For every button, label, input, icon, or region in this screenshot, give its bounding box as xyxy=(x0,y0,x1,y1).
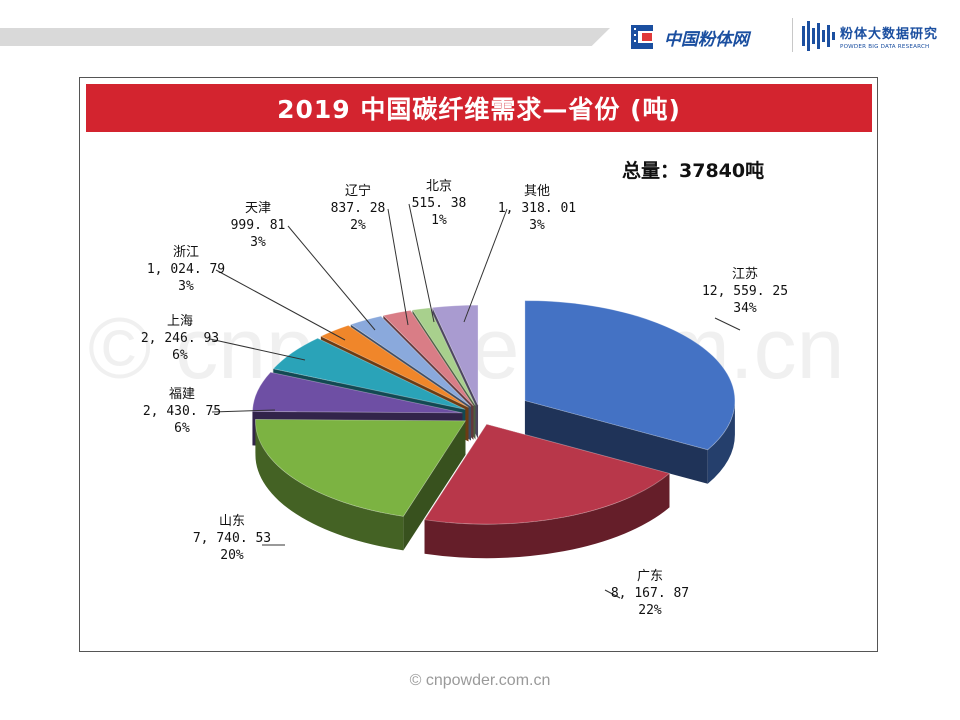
bigdata-logo: 粉体大数据研究 POWDER BIG DATA RESEARCH xyxy=(800,16,938,56)
total-label: 总量：37840吨 xyxy=(622,160,765,182)
slice-name-label: 江苏 xyxy=(732,266,758,282)
cnpowder-logo: 中国粉体网 xyxy=(630,20,749,54)
pie-slice-2 xyxy=(423,423,671,525)
leader-line xyxy=(408,203,435,323)
pie-slice-side xyxy=(424,473,670,559)
pie-slice-1 xyxy=(524,300,736,451)
slice-value-label: 12, 559. 25 xyxy=(702,284,788,299)
slice-name-label: 福建 xyxy=(169,387,195,402)
pie-labels: 江苏 12, 559. 25 34% 广东 8, 167. 87 22% 山东 7, 740.… xyxy=(141,179,788,618)
pie-slice-6 xyxy=(319,324,469,408)
slice-name-label: 北京 xyxy=(426,179,452,194)
slice-value-label: 7, 740. 53 xyxy=(193,531,271,546)
slice-percent-label: 2% xyxy=(350,218,366,233)
slice-value-label: 999. 81 xyxy=(231,218,286,233)
slice-percent-label: 3% xyxy=(178,279,194,294)
slice-percent-label: 1% xyxy=(431,213,447,228)
logo-divider xyxy=(792,18,793,52)
slice-percent-label: 6% xyxy=(172,348,188,363)
slice-name-label: 广东 xyxy=(637,569,663,584)
slice-value-label: 2, 430. 75 xyxy=(143,404,221,419)
slice-value-label: 1, 318. 01 xyxy=(498,201,576,216)
cnpowder-logo-text: 中国粉体网 xyxy=(664,29,749,50)
pie-slice-side xyxy=(255,420,404,551)
leader-line xyxy=(604,589,621,599)
pie-slice-side xyxy=(707,400,735,484)
slice-name-label: 天津 xyxy=(245,201,271,216)
pie-slice-4 xyxy=(252,371,463,414)
pie-tops xyxy=(252,300,736,525)
slice-name-label: 浙江 xyxy=(173,245,199,260)
bar-chart-logo-icon xyxy=(802,21,835,51)
pie-slice-3 xyxy=(255,418,467,517)
chart-title: 2019 中国碳纤维需求—省份 (吨) xyxy=(86,84,872,132)
slice-percent-label: 3% xyxy=(250,235,266,250)
slice-percent-label: 22% xyxy=(638,603,662,618)
slice-percent-label: 6% xyxy=(174,421,190,436)
pie-slice-8 xyxy=(382,309,474,407)
leader-line xyxy=(215,269,346,341)
pie-slice-10 xyxy=(431,304,479,406)
slice-percent-label: 34% xyxy=(733,301,757,316)
bigdata-logo-subtext: POWDER BIG DATA RESEARCH xyxy=(840,43,930,50)
slice-name-label: 山东 xyxy=(219,514,245,529)
slice-name-label: 上海 xyxy=(167,314,193,329)
bigdata-logo-text: 粉体大数据研究 xyxy=(840,26,939,42)
pie-slice-9 xyxy=(411,307,476,406)
slice-value-label: 837. 28 xyxy=(331,201,386,216)
pie-slice-7 xyxy=(349,315,472,407)
leader-line xyxy=(387,208,409,326)
slice-name-label: 其他 xyxy=(524,184,550,199)
slice-name-label: 辽宁 xyxy=(345,183,371,199)
cnpowder-logo-icon xyxy=(631,25,653,49)
slice-value-label: 2, 246. 93 xyxy=(141,331,219,346)
slice-value-label: 8, 167. 87 xyxy=(611,586,689,601)
header-decor-bar xyxy=(0,28,610,46)
leader-line xyxy=(287,225,376,331)
footer-copyright: © cnpowder.com.cn xyxy=(409,672,551,689)
leader-line xyxy=(209,338,306,361)
slice-percent-label: 20% xyxy=(220,548,244,563)
leader-line xyxy=(714,317,741,331)
slice-value-label: 515. 38 xyxy=(412,196,467,211)
slice-value-label: 1, 024. 79 xyxy=(147,262,225,277)
pie-slice-5 xyxy=(272,337,466,410)
leader-line xyxy=(211,409,276,413)
leader-line xyxy=(463,208,508,323)
slice-percent-label: 3% xyxy=(529,218,545,233)
pie-slice-wall xyxy=(524,400,708,484)
